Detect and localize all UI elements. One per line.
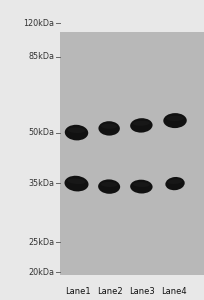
Ellipse shape [168, 179, 182, 184]
Ellipse shape [64, 176, 89, 191]
Ellipse shape [130, 118, 153, 133]
Text: 25kDa: 25kDa [28, 238, 54, 247]
Text: 50kDa: 50kDa [28, 128, 54, 137]
Ellipse shape [165, 177, 185, 190]
Text: Lane1: Lane1 [65, 287, 90, 296]
Ellipse shape [101, 124, 117, 129]
Ellipse shape [98, 179, 120, 194]
Text: 35kDa: 35kDa [28, 178, 54, 188]
Ellipse shape [166, 116, 184, 121]
Text: Lane3: Lane3 [129, 287, 155, 296]
Ellipse shape [65, 125, 88, 140]
Ellipse shape [68, 178, 85, 184]
Text: 85kDa: 85kDa [28, 52, 54, 62]
Ellipse shape [101, 182, 117, 187]
Ellipse shape [130, 180, 153, 194]
Ellipse shape [133, 182, 150, 187]
Text: 20kDa: 20kDa [28, 268, 54, 277]
Ellipse shape [133, 121, 150, 126]
Ellipse shape [163, 113, 187, 128]
Text: Lane4: Lane4 [162, 287, 187, 296]
Text: 120kDa: 120kDa [23, 19, 54, 28]
FancyBboxPatch shape [60, 32, 204, 274]
Ellipse shape [68, 128, 85, 133]
Ellipse shape [99, 121, 120, 136]
Text: Lane2: Lane2 [97, 287, 123, 296]
